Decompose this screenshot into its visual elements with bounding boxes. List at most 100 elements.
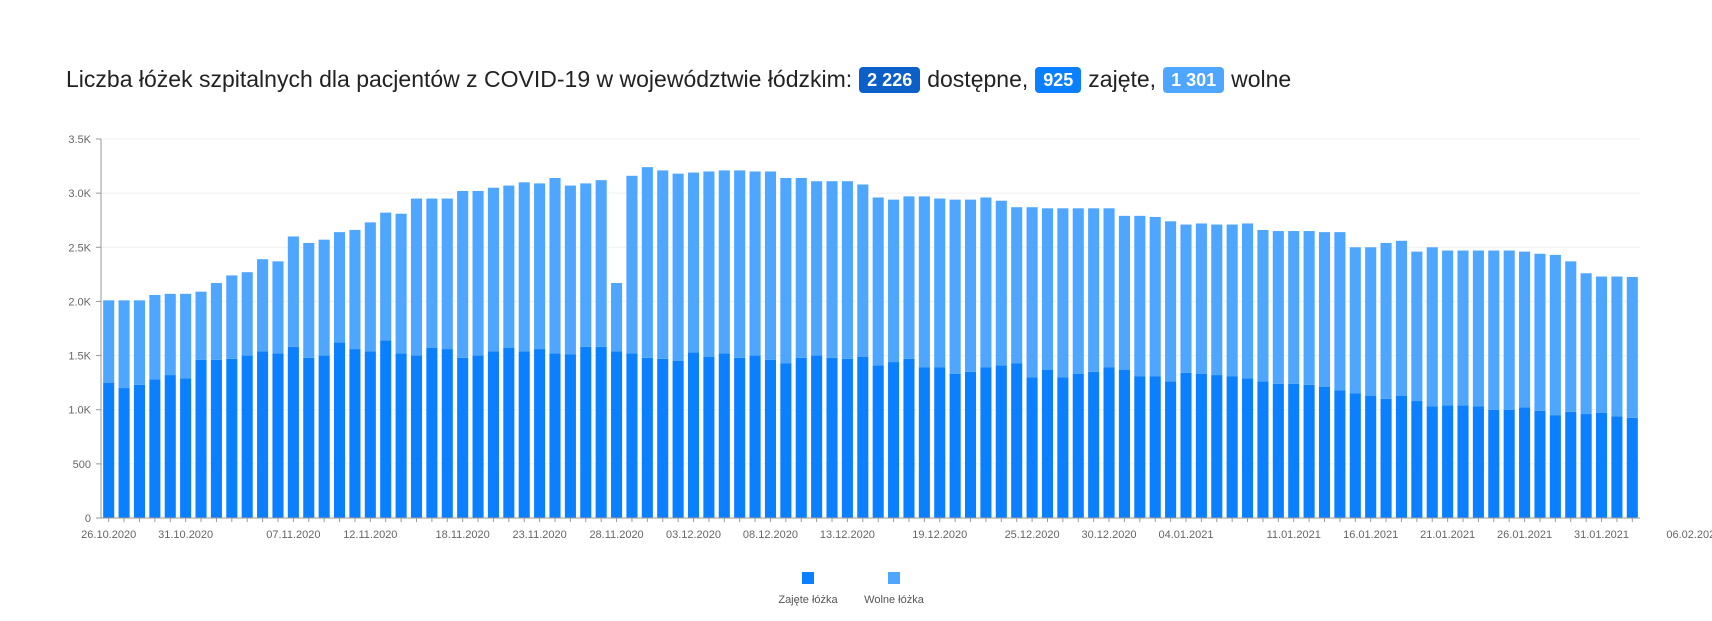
bar-occupied <box>1503 409 1515 518</box>
bar-occupied <box>841 358 853 518</box>
bar-occupied <box>626 353 638 518</box>
x-tick-label: 31.01.2021 <box>1574 529 1629 541</box>
bar-occupied <box>1549 415 1561 518</box>
bar-occupied <box>764 359 777 518</box>
bar-occupied <box>518 351 530 518</box>
bar-occupied <box>1134 376 1146 518</box>
bar-occupied <box>1318 386 1331 518</box>
bar-free <box>518 182 530 352</box>
available-label: dostępne, <box>927 66 1029 92</box>
bar-free <box>657 170 669 359</box>
bar-occupied <box>210 359 222 518</box>
bar-occupied <box>1457 405 1469 518</box>
bar-occupied <box>487 351 499 518</box>
bar-free <box>1565 261 1577 412</box>
bar-free <box>133 300 146 385</box>
x-tick-label: 06.02.2021 <box>1666 529 1712 541</box>
bar-occupied <box>1580 414 1592 518</box>
bar-free <box>734 170 746 358</box>
bar-free <box>1134 215 1146 377</box>
bar-occupied <box>1072 373 1084 518</box>
bar-free <box>964 199 977 372</box>
bar-free <box>426 198 438 348</box>
bar-occupied <box>257 351 269 518</box>
bar-occupied <box>318 355 330 518</box>
x-tick-label: 03.12.2020 <box>666 529 721 541</box>
bar-occupied <box>888 362 900 518</box>
bar-occupied <box>1565 411 1577 518</box>
x-tick-label: 26.01.2021 <box>1497 529 1552 541</box>
bar-occupied <box>1242 378 1254 518</box>
bar-occupied <box>564 354 576 518</box>
bar-free <box>1395 240 1407 396</box>
bar-free <box>1549 254 1561 416</box>
bar-occupied <box>472 355 484 518</box>
bar-free <box>103 300 115 383</box>
bar-free <box>918 196 930 368</box>
bar-free <box>149 294 161 380</box>
bar-free <box>672 173 684 361</box>
bar-free <box>241 272 253 356</box>
bar-free <box>1195 223 1207 374</box>
bar-occupied <box>349 349 361 518</box>
bar-occupied <box>180 378 192 518</box>
bar-free <box>303 242 315 358</box>
bar-occupied <box>934 367 946 518</box>
bar-free <box>334 232 346 343</box>
bar-occupied <box>1211 375 1223 518</box>
bar-free <box>764 171 777 360</box>
bar-free <box>1149 216 1161 377</box>
bar-free <box>826 181 838 358</box>
bar-occupied <box>1195 373 1207 518</box>
bar-free <box>1165 221 1177 382</box>
available-badge: 2 226 <box>859 66 921 93</box>
bar-occupied <box>903 358 915 518</box>
bar-free <box>180 293 192 379</box>
bar-free <box>380 212 392 341</box>
bar-occupied <box>426 347 438 518</box>
bar-free <box>349 229 361 350</box>
y-tick-label: 0 <box>85 513 91 525</box>
bar-occupied <box>1041 369 1054 518</box>
bar-occupied <box>980 367 992 518</box>
x-tick-label: 13.12.2020 <box>820 529 875 541</box>
x-tick-label: 08.12.2020 <box>743 529 798 541</box>
occupied-badge: 925 <box>1035 66 1082 93</box>
bar-occupied <box>1426 406 1438 518</box>
bar-free <box>1180 224 1192 373</box>
bar-free <box>1488 250 1500 410</box>
bar-occupied <box>811 355 823 518</box>
bar-occupied <box>580 346 592 518</box>
y-tick-label: 1.5K <box>68 351 91 363</box>
bar-occupied <box>672 360 684 518</box>
bar-free <box>903 196 915 359</box>
bar-occupied <box>103 382 115 518</box>
bar-occupied <box>641 357 653 518</box>
bar-free <box>1072 208 1084 374</box>
bar-occupied <box>1272 383 1284 518</box>
bar-free <box>457 190 469 358</box>
bar-occupied <box>1057 377 1069 518</box>
x-tick-label: 18.11.2020 <box>436 529 490 541</box>
chart-title: Liczba łóżek szpitalnych dla pacjentów z… <box>66 66 1298 93</box>
legend-swatch <box>888 572 900 584</box>
bar-occupied <box>718 353 730 518</box>
x-tick-label: 16.01.2021 <box>1343 529 1398 541</box>
bar-free <box>934 198 946 368</box>
occupied-label: zajęte, <box>1088 66 1157 92</box>
title-prefix: Liczba łóżek szpitalnych dla pacjentów z… <box>66 66 853 92</box>
bar-free <box>118 300 130 389</box>
bar-free <box>1041 208 1054 370</box>
bar-occupied <box>441 349 453 518</box>
x-tick-label: 30.12.2020 <box>1082 529 1137 541</box>
bar-occupied <box>1534 410 1546 518</box>
x-tick-label: 19.12.2020 <box>912 529 967 541</box>
bar-occupied <box>149 379 161 518</box>
bar-occupied <box>872 365 884 518</box>
bar-free <box>441 198 453 350</box>
bar-occupied <box>857 356 869 518</box>
y-tick-label: 3.5K <box>68 134 91 146</box>
bar-free <box>718 170 730 354</box>
bar-occupied <box>1349 393 1361 518</box>
